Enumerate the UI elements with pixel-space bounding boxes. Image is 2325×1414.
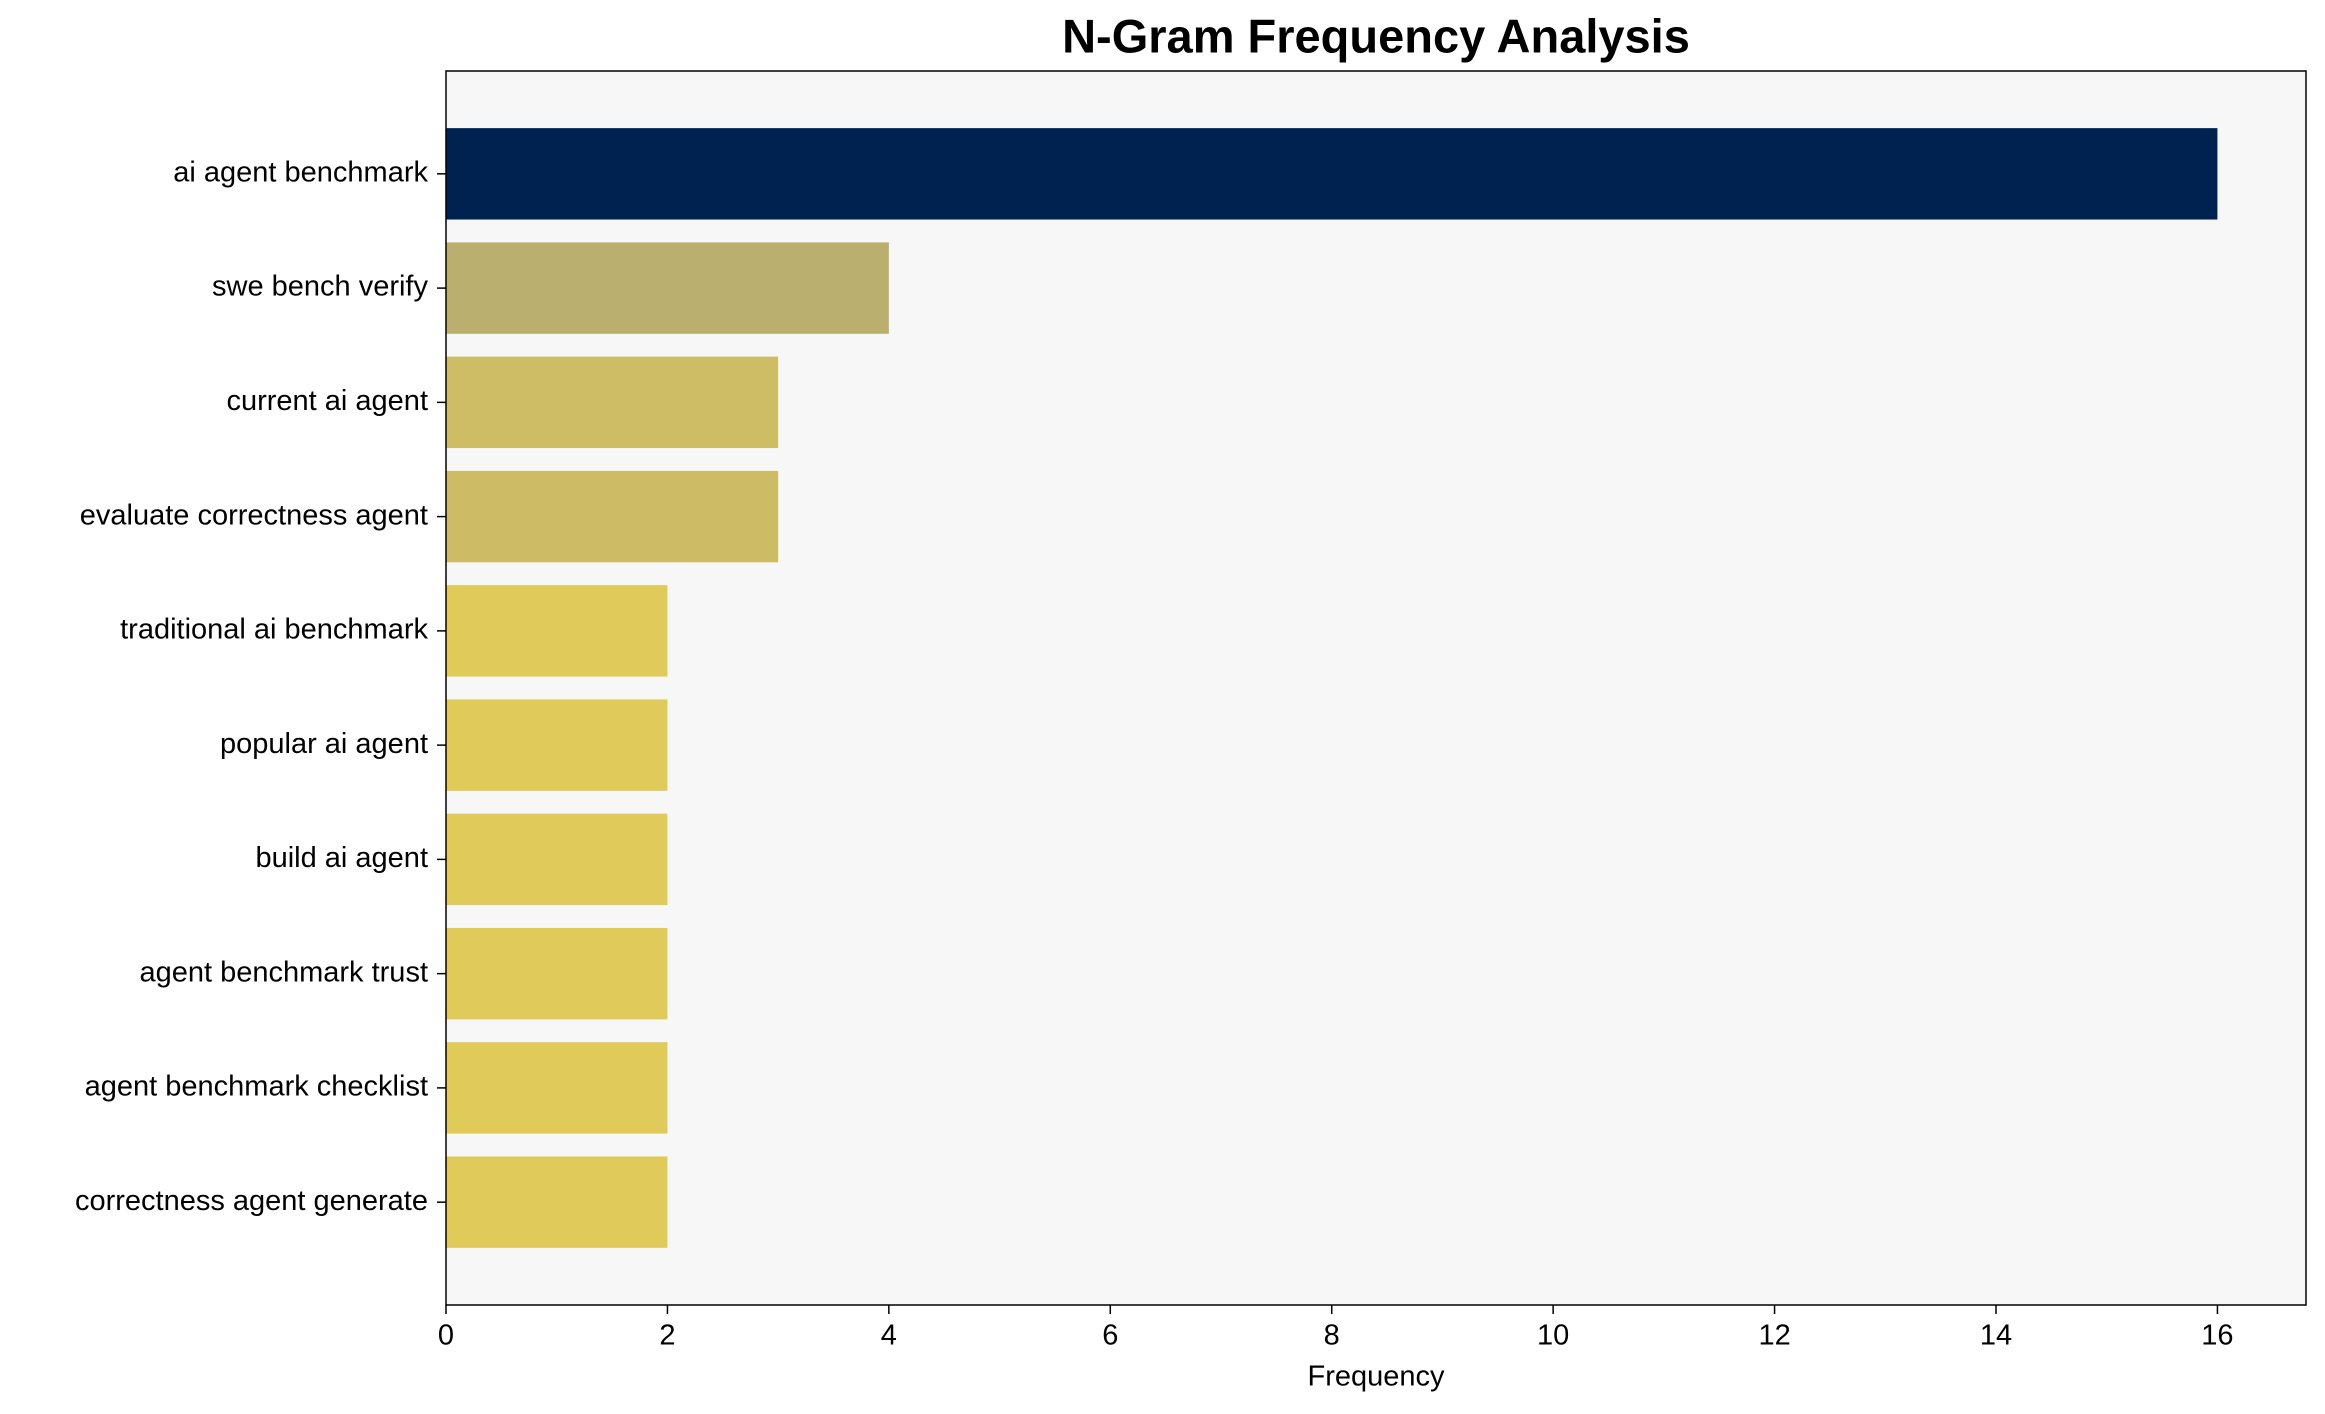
bar xyxy=(446,128,2218,220)
x-tick-label: 0 xyxy=(438,1320,454,1352)
x-tick-label: 6 xyxy=(1102,1320,1118,1352)
x-tick-label: 16 xyxy=(2201,1320,2233,1352)
x-axis-label: Frequency xyxy=(1307,1361,1445,1393)
bar xyxy=(446,1156,668,1248)
bar xyxy=(446,927,668,1020)
x-tick-label: 8 xyxy=(1324,1320,1340,1352)
x-tick-label: 4 xyxy=(881,1320,897,1352)
x-tick-label: 10 xyxy=(1537,1320,1569,1352)
x-tick-label: 2 xyxy=(659,1320,675,1352)
x-tick-label: 14 xyxy=(1980,1320,2012,1352)
y-tick-label: popular ai agent xyxy=(220,728,428,760)
bar xyxy=(446,813,668,906)
y-tick-label: agent benchmark trust xyxy=(139,956,428,988)
bar xyxy=(446,699,668,791)
y-tick-label: traditional ai benchmark xyxy=(120,614,428,646)
y-tick-label: swe bench verify xyxy=(212,271,428,303)
y-tick-label: current ai agent xyxy=(226,385,428,417)
bar xyxy=(446,242,889,334)
y-tick-label: evaluate correctness agent xyxy=(80,499,428,531)
y-tick-label: ai agent benchmark xyxy=(173,156,428,188)
x-tick-label: 12 xyxy=(1758,1320,1790,1352)
bar xyxy=(446,1042,668,1134)
y-tick-label: build ai agent xyxy=(255,842,428,874)
chart-title: N-Gram Frequency Analysis xyxy=(1062,9,1690,62)
bar xyxy=(446,470,779,563)
bar xyxy=(446,356,779,449)
y-tick-label: agent benchmark checklist xyxy=(85,1071,428,1103)
bar xyxy=(446,585,668,677)
plot-frame xyxy=(445,70,2307,1306)
y-tick-label: correctness agent generate xyxy=(75,1185,428,1217)
